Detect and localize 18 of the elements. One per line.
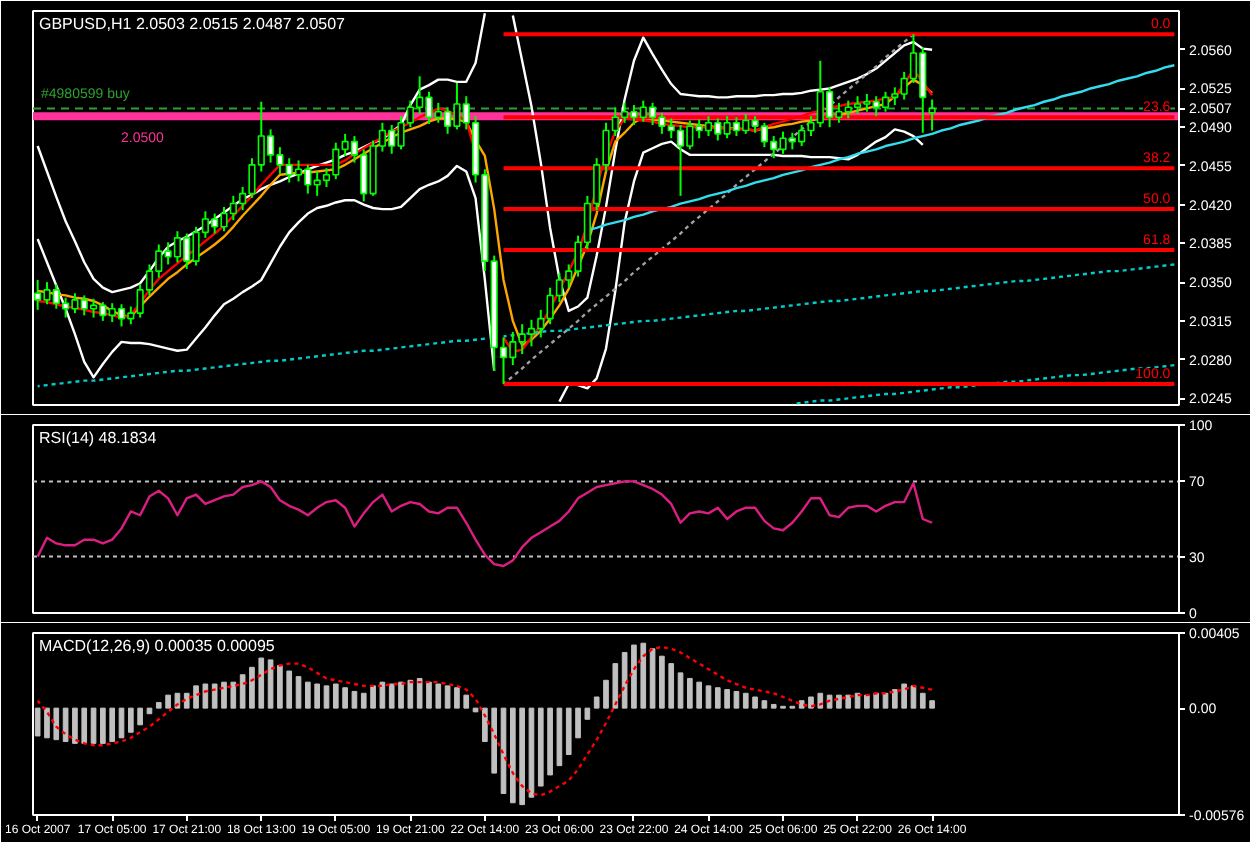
candlestick: [89, 297, 98, 319]
candlestick: [928, 98, 936, 132]
candlestick: [294, 159, 303, 183]
chart-title: GBPUSD,H1 2.0503 2.0515 2.0487 2.0507: [39, 15, 347, 33]
bar: [118, 707, 125, 739]
bar: [323, 685, 330, 709]
candlestick: [881, 90, 890, 113]
candlestick: [266, 128, 275, 164]
candlestick: [732, 116, 741, 138]
candlestick: [704, 115, 713, 138]
candlestick: [527, 318, 536, 348]
chart-title: MACD(12,26,9) 0.00035 0.00095: [39, 637, 276, 655]
candlestick: [648, 101, 657, 126]
candlestick: [173, 230, 182, 264]
chart-title: RSI(14) 48.1834: [39, 429, 158, 447]
line-series: [36, 480, 934, 568]
bar: [705, 685, 712, 709]
candlestick: [117, 303, 126, 328]
